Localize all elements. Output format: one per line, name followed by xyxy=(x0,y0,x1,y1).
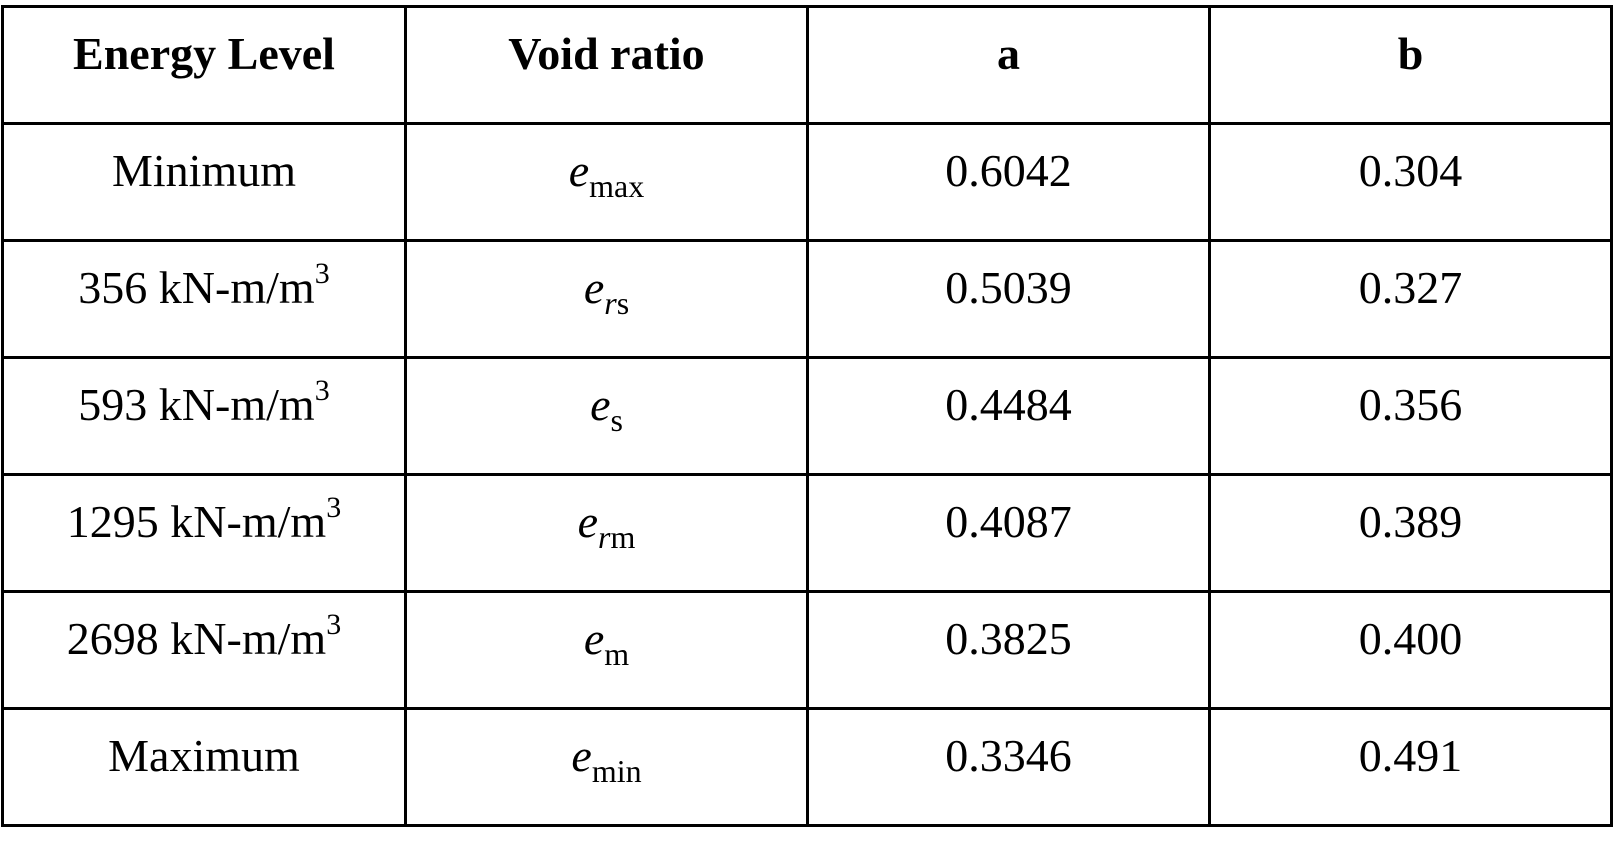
energy-superscript: 3 xyxy=(314,257,330,290)
table-row: Minimum emax 0.6042 0.304 xyxy=(1,122,1613,242)
energy-level-cell: 593 kN-m/m3 xyxy=(1,356,407,476)
void-ratio-symbol: e xyxy=(583,613,605,664)
void-ratio-symbol: e xyxy=(583,262,605,313)
a-value-cell: 0.6042 xyxy=(806,122,1211,242)
b-value-cell: 0.491 xyxy=(1208,707,1613,827)
void-ratio-cell: emax xyxy=(404,122,809,242)
energy-value: 356 kN-m/m xyxy=(78,262,315,313)
void-ratio-cell: emin xyxy=(404,707,809,827)
void-ratio-cell: em xyxy=(404,590,809,710)
table-row: Maximum emin 0.3346 0.491 xyxy=(1,707,1613,827)
table-row: 593 kN-m/m3 es 0.4484 0.356 xyxy=(1,356,1613,476)
header-a: a xyxy=(806,5,1211,125)
energy-value: 2698 kN-m/m xyxy=(66,613,327,664)
void-ratio-symbol: e xyxy=(571,730,592,781)
energy-level-cell: Maximum xyxy=(1,707,407,827)
header-b: b xyxy=(1208,5,1613,125)
energy-value: 1295 kN-m/m xyxy=(66,496,327,547)
void-ratio-table: Energy Level Void ratio a b Minimum emax… xyxy=(1,5,1613,827)
energy-superscript: 3 xyxy=(326,491,342,524)
energy-level-cell: 1295 kN-m/m3 xyxy=(1,473,407,593)
a-value-cell: 0.5039 xyxy=(806,239,1211,359)
energy-value: Minimum xyxy=(111,145,297,196)
energy-value: 593 kN-m/m xyxy=(78,379,315,430)
energy-level-cell: 2698 kN-m/m3 xyxy=(1,590,407,710)
energy-superscript: 3 xyxy=(314,374,330,407)
void-ratio-symbol: e xyxy=(590,379,611,430)
header-energy-level: Energy Level xyxy=(1,5,407,125)
void-ratio-cell: es xyxy=(404,356,809,476)
table-row: 356 kN-m/m3 ers 0.5039 0.327 xyxy=(1,239,1613,359)
void-ratio-cell: ers xyxy=(404,239,809,359)
a-value-cell: 0.4087 xyxy=(806,473,1211,593)
void-ratio-subscript: min xyxy=(591,753,642,789)
table-row: 1295 kN-m/m3 erm 0.4087 0.389 xyxy=(1,473,1613,593)
void-ratio-symbol: e xyxy=(577,496,599,547)
void-ratio-subscript: m xyxy=(604,636,630,672)
void-ratio-subscript: s xyxy=(610,402,623,438)
b-value-cell: 0.400 xyxy=(1208,590,1613,710)
void-ratio-subscript-italic: r xyxy=(598,519,611,555)
void-ratio-subscript: max xyxy=(589,168,645,204)
table-row: 2698 kN-m/m3 em 0.3825 0.400 xyxy=(1,590,1613,710)
a-value-cell: 0.3346 xyxy=(806,707,1211,827)
energy-superscript: 3 xyxy=(326,608,342,641)
void-ratio-subscript: s xyxy=(616,285,630,321)
a-value-cell: 0.4484 xyxy=(806,356,1211,476)
header-void-ratio: Void ratio xyxy=(404,5,809,125)
energy-value: Maximum xyxy=(108,730,300,781)
a-value-cell: 0.3825 xyxy=(806,590,1211,710)
header-row: Energy Level Void ratio a b xyxy=(1,5,1613,125)
b-value-cell: 0.304 xyxy=(1208,122,1613,242)
b-value-cell: 0.327 xyxy=(1208,239,1613,359)
void-ratio-subscript: m xyxy=(610,519,636,555)
energy-level-cell: 356 kN-m/m3 xyxy=(1,239,407,359)
void-ratio-cell: erm xyxy=(404,473,809,593)
void-ratio-subscript-italic: r xyxy=(604,285,617,321)
b-value-cell: 0.389 xyxy=(1208,473,1613,593)
b-value-cell: 0.356 xyxy=(1208,356,1613,476)
energy-level-cell: Minimum xyxy=(1,122,407,242)
void-ratio-symbol: e xyxy=(568,145,590,196)
